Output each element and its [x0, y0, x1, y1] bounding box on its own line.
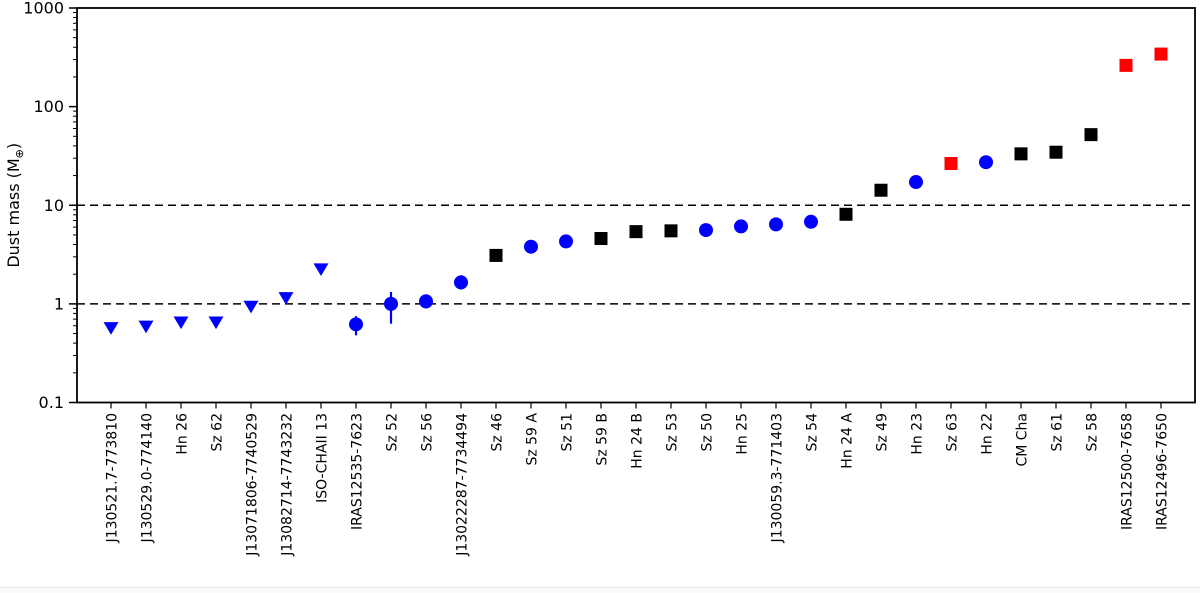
data-point-marker	[138, 320, 154, 334]
data-point-marker	[1154, 47, 1168, 61]
y-axis-tick-label: 0.1	[39, 393, 64, 412]
x-axis-tick-label: Hn 26	[175, 413, 191, 455]
y-axis-label: Dust mass (M⊕)	[4, 143, 26, 268]
x-axis-tick-label: Sz 58	[1085, 413, 1101, 452]
y-axis-tick-label: 1000	[23, 0, 64, 18]
data-point-marker	[664, 224, 678, 238]
x-axis-tick-label: Hn 25	[735, 413, 751, 455]
x-axis-tick-label: ISO-CHAII 13	[315, 413, 331, 503]
x-axis-tick-label: Sz 50	[700, 413, 716, 452]
data-point-marker	[874, 183, 888, 197]
data-point-marker	[629, 225, 643, 239]
data-point-marker	[524, 239, 538, 254]
x-axis-tick-label: J13022287-7734494	[455, 413, 471, 557]
data-point-marker	[384, 296, 398, 311]
data-point-marker	[489, 248, 503, 262]
x-axis-tick-label: Sz 62	[210, 413, 226, 452]
data-point-marker	[979, 155, 993, 170]
data-point-marker	[454, 275, 468, 290]
data-point-marker	[208, 316, 224, 330]
data-point-marker	[349, 317, 363, 332]
data-point-marker	[1084, 128, 1098, 142]
x-axis-tick-label: IRAS12500-7658	[1120, 413, 1136, 530]
data-point-marker	[419, 294, 433, 309]
data-point-marker	[734, 219, 748, 234]
x-axis-tick-label: Sz 54	[805, 413, 821, 452]
x-axis-tick-label: Sz 51	[560, 413, 576, 452]
x-axis-tick-label: J130059.3-771403	[770, 413, 786, 543]
y-axis-tick-label: 1	[54, 294, 64, 313]
data-point-marker	[313, 263, 329, 276]
data-point-marker	[559, 234, 573, 249]
x-axis-tick-label: Sz 53	[665, 413, 681, 452]
y-axis-tick-label: 100	[33, 97, 64, 116]
x-axis-tick-label: Sz 46	[490, 413, 506, 452]
data-point-marker	[839, 207, 853, 221]
data-point-marker	[1014, 147, 1028, 161]
x-axis-tick-label: Sz 63	[945, 413, 961, 452]
x-axis-tick-label: Hn 23	[910, 413, 926, 455]
y-axis-tick-label: 10	[44, 196, 64, 215]
data-point-marker	[278, 292, 294, 305]
data-point-marker	[804, 214, 818, 229]
bottom-edge-strip	[0, 587, 1200, 593]
x-axis-tick-label: Sz 49	[875, 413, 891, 452]
data-point-marker	[699, 223, 713, 238]
x-axis-tick-label: Sz 59 B	[595, 413, 611, 466]
x-axis-tick-label: Hn 24 A	[840, 413, 856, 469]
x-axis-tick-label: J130521.7-773810	[105, 413, 121, 543]
data-point-marker	[103, 322, 119, 335]
data-point-marker	[173, 316, 189, 330]
data-point-marker	[909, 175, 923, 190]
x-axis-tick-label: CM Cha	[1015, 413, 1031, 467]
x-axis-tick-label: Hn 22	[980, 413, 996, 455]
data-point-marker	[944, 157, 958, 171]
x-axis-tick-label: IRAS12496-7650	[1155, 413, 1171, 530]
data-point-marker	[769, 217, 783, 232]
x-axis-tick-label: J13082714-7743232	[280, 413, 296, 557]
x-axis-tick-label: Sz 61	[1050, 413, 1066, 452]
x-axis-tick-label: IRAS12535-7623	[350, 413, 366, 530]
x-axis-tick-label: Sz 52	[385, 413, 401, 452]
x-axis-tick-label: Hn 24 B	[630, 413, 646, 469]
axes-box	[76, 7, 1196, 404]
data-point-marker	[1049, 145, 1063, 159]
data-point-marker	[594, 232, 608, 246]
data-point-marker	[243, 300, 259, 314]
x-axis-tick-label: Sz 59 A	[525, 413, 541, 466]
x-axis-tick-label: Sz 56	[420, 413, 436, 452]
x-axis-tick-label: J130529.0-774140	[140, 413, 156, 543]
data-point-marker	[1119, 58, 1133, 72]
x-axis-tick-label: J13071806-7740529	[245, 413, 261, 557]
